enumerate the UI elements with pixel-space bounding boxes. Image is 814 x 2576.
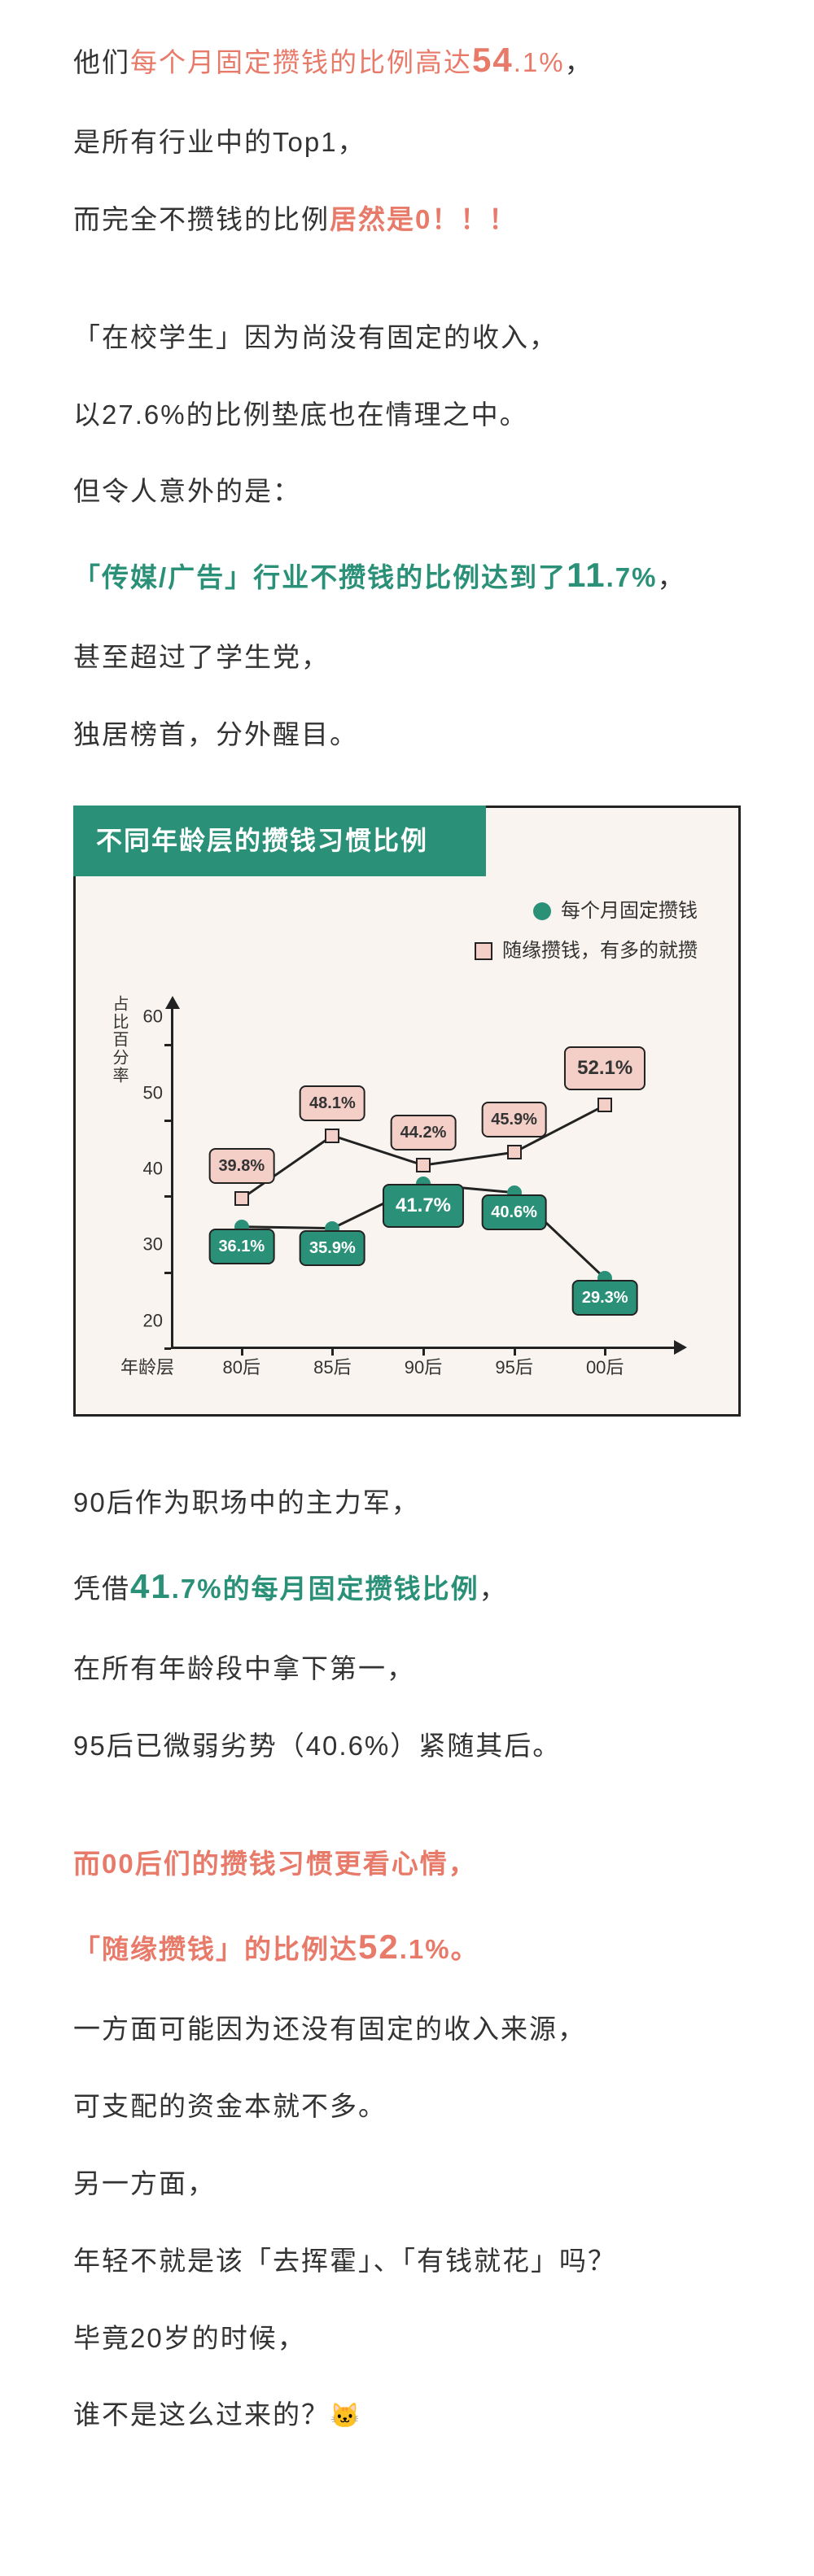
para-14: 而00后们的攒钱习惯更看心情， xyxy=(73,1843,741,1886)
legend-marker-circle xyxy=(533,902,551,920)
chart-card: 不同年龄层的攒钱习惯比例 每个月固定攒钱 随缘攒钱，有多的就攒 占比百分率 年龄… xyxy=(73,806,741,1417)
para-1: 他们每个月固定攒钱的比例高达54.1%， xyxy=(73,33,741,87)
para-16: 一方面可能因为还没有固定的收入来源， xyxy=(73,2008,741,2051)
chart-value-label: 40.6% xyxy=(481,1194,547,1230)
text: .1% xyxy=(514,47,565,77)
chart-title: 不同年龄层的攒钱习惯比例 xyxy=(73,806,486,876)
para-12: 在所有年龄段中拿下第一， xyxy=(73,1648,741,1691)
legend-random: 随缘攒钱，有多的就攒 xyxy=(475,936,698,967)
para-17: 可支配的资金本就不多。 xyxy=(73,2085,741,2128)
legend-marker-square xyxy=(475,942,492,960)
chart-point-random xyxy=(325,1129,339,1143)
plot-area: 占比百分率 年龄层 203040506080后85后90后95后00后39.8%… xyxy=(114,983,700,1390)
y-axis-label: 占比百分率 xyxy=(106,995,132,1085)
highlight-teal: 41.7%的每月固定攒钱比例 xyxy=(130,1574,479,1604)
x-tick-label: 90后 xyxy=(405,1353,442,1382)
para-13: 95后已微弱劣势（40.6%）紧随其后。 xyxy=(73,1725,741,1768)
para-10: 90后作为职场中的主力军， xyxy=(73,1482,741,1525)
big-number: 54 xyxy=(472,41,514,79)
para-15: 「随缘攒钱」的比例达52.1%。 xyxy=(73,1919,741,1974)
chart-value-label: 35.9% xyxy=(300,1230,365,1266)
text: 凭借 xyxy=(73,1574,130,1604)
y-tick xyxy=(164,1347,171,1350)
y-tick xyxy=(164,1195,171,1198)
arrow-right-icon xyxy=(674,1340,687,1355)
x-tick-label: 00后 xyxy=(586,1353,624,1382)
para-11: 凭借41.7%的每月固定攒钱比例， xyxy=(73,1559,741,1613)
text: .7% xyxy=(606,562,658,592)
chart-value-label: 48.1% xyxy=(300,1085,365,1121)
highlight-coral: 每个月固定攒钱的比例高达54.1% xyxy=(130,47,565,77)
legend-label: 随缘攒钱，有多的就攒 xyxy=(502,936,698,967)
chart-value-label: 41.7% xyxy=(383,1184,464,1228)
y-tick-label: 60 xyxy=(130,1002,163,1031)
para-19: 年轻不就是该「去挥霍」、「有钱就花」吗？ xyxy=(73,2240,741,2283)
chart-value-label: 36.1% xyxy=(208,1229,274,1264)
para-4: 「在校学生」因为尚没有固定的收入， xyxy=(73,317,741,360)
text: 而完全不攒钱的比例 xyxy=(73,204,330,234)
chart-value-label: 52.1% xyxy=(564,1046,646,1090)
para-18: 另一方面， xyxy=(73,2163,741,2206)
text: 他们 xyxy=(73,47,130,77)
para-8: 甚至超过了学生党， xyxy=(73,636,741,679)
para-2: 是所有行业中的Top1， xyxy=(73,121,741,164)
chart-point-random xyxy=(597,1098,612,1112)
text: 「随缘攒钱」的比例达 xyxy=(73,1934,358,1964)
y-tick-label: 50 xyxy=(130,1078,163,1107)
text: ， xyxy=(657,562,685,592)
text: 「传媒/广告」行业不攒钱的比例达到了 xyxy=(73,562,567,592)
highlight-teal: 「传媒/广告」行业不攒钱的比例达到了11.7% xyxy=(73,562,657,592)
chart-point-random xyxy=(416,1158,431,1172)
para-21: 谁不是这么过来的？🐱 xyxy=(73,2394,741,2437)
chart-value-label: 45.9% xyxy=(481,1102,547,1137)
y-tick xyxy=(164,1044,171,1046)
text: 每个月固定攒钱的比例高达 xyxy=(130,47,472,77)
y-tick xyxy=(164,1120,171,1122)
y-tick-label: 30 xyxy=(130,1230,163,1259)
chart-value-label: 44.2% xyxy=(391,1115,457,1150)
text: .7%的每月固定攒钱比例 xyxy=(172,1574,479,1604)
text: 谁不是这么过来的？ xyxy=(73,2399,330,2430)
spacer xyxy=(73,1802,741,1843)
big-number: 52 xyxy=(358,1928,400,1966)
big-number: 41 xyxy=(130,1567,172,1605)
spacer xyxy=(73,276,741,317)
text: ， xyxy=(479,1574,508,1604)
legend-fixed: 每个月固定攒钱 xyxy=(533,896,698,927)
legend-label: 每个月固定攒钱 xyxy=(561,896,698,927)
para-5: 以27.6%的比例垫底也在情理之中。 xyxy=(73,394,741,437)
para-3: 而完全不攒钱的比例居然是0！！！ xyxy=(73,199,741,242)
chart-value-label: 39.8% xyxy=(208,1148,274,1184)
y-tick-label: 40 xyxy=(130,1154,163,1182)
chart-legend: 每个月固定攒钱 随缘攒钱，有多的就攒 xyxy=(76,876,738,967)
text: .1%。 xyxy=(400,1934,479,1964)
chart-value-label: 29.3% xyxy=(572,1280,638,1316)
cat-emoji-icon: 🐱 xyxy=(330,2403,361,2430)
y-tick-label: 20 xyxy=(130,1306,163,1334)
x-axis-name: 年龄层 xyxy=(120,1353,174,1382)
big-number: 11 xyxy=(567,556,606,594)
para-9: 独居榜首，分外醒目。 xyxy=(73,714,741,757)
para-20: 毕竟20岁的时候， xyxy=(73,2317,741,2360)
x-tick-label: 95后 xyxy=(495,1353,532,1382)
chart-point-random xyxy=(507,1145,522,1159)
x-tick-label: 85后 xyxy=(313,1353,351,1382)
x-tick-label: 80后 xyxy=(223,1353,260,1382)
text: ， xyxy=(565,47,593,77)
chart-point-random xyxy=(234,1191,249,1206)
para-6: 但令人意外的是： xyxy=(73,470,741,513)
highlight-coral: 居然是0！！！ xyxy=(330,204,517,234)
para-7: 「传媒/广告」行业不攒钱的比例达到了11.7%， xyxy=(73,548,741,602)
y-tick xyxy=(164,1272,171,1274)
